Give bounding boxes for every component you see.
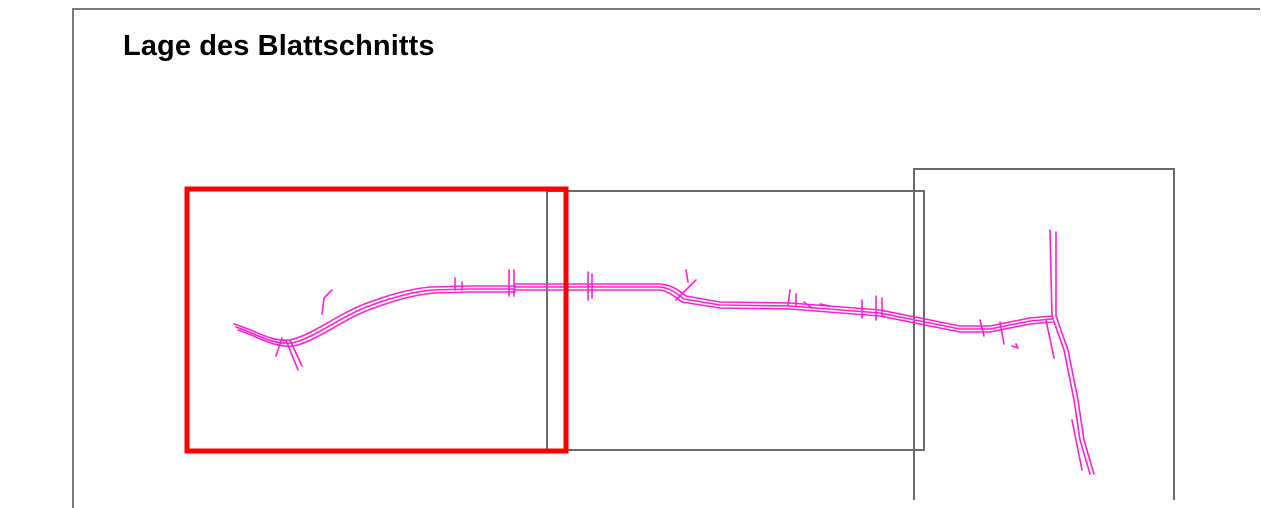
route-mid-line-2 xyxy=(514,286,1053,330)
route-spur-b xyxy=(508,269,515,297)
route-spur-f xyxy=(803,301,831,309)
sheet-1-outline-active[interactable] xyxy=(184,186,569,454)
map-frame xyxy=(72,8,1260,508)
route-spur-d xyxy=(675,269,697,301)
route-east-ns-3 xyxy=(1045,319,1083,471)
route-spur-g xyxy=(861,295,883,321)
sheet-3-outline[interactable] xyxy=(913,168,1175,500)
page-title: Lage des Blattschnitts xyxy=(123,30,435,62)
route-west-line-2 xyxy=(235,288,516,344)
route-spur-a xyxy=(454,277,463,291)
route-mid-line-3 xyxy=(514,289,1053,333)
route-spur-north xyxy=(321,289,333,315)
route-east-ns-2 xyxy=(1055,231,1095,475)
route-spur-c xyxy=(587,271,593,301)
route-west-line-1 xyxy=(233,285,516,341)
sheet-outlines xyxy=(546,168,1175,500)
route-spur-south xyxy=(275,337,303,371)
route-spur-h xyxy=(979,319,1005,345)
route-west-line-3 xyxy=(237,291,516,347)
sheet-2-outline[interactable] xyxy=(546,190,925,451)
route-spur-i xyxy=(1011,343,1019,349)
route-spur-e xyxy=(787,289,797,307)
route-east-ns-1 xyxy=(1049,229,1091,475)
route-network xyxy=(233,229,1095,475)
